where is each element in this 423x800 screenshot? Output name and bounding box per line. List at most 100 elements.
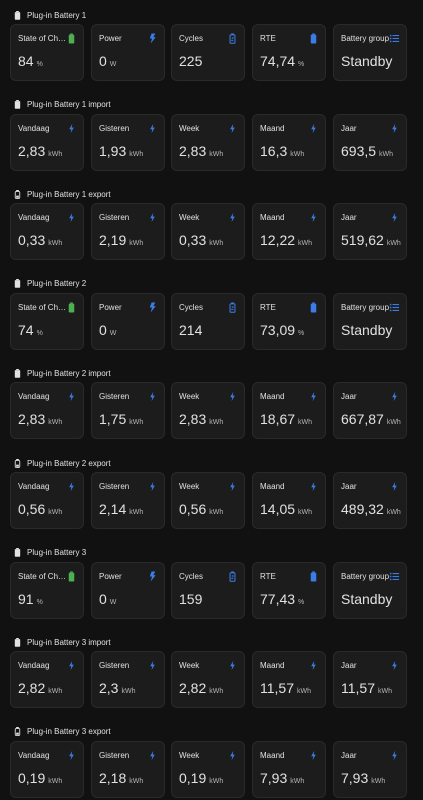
card-value: 12,22 [260, 232, 296, 249]
sensor-card[interactable]: Maand 14,05 kWh [252, 472, 326, 529]
card-unit: % [36, 329, 43, 337]
sensor-card[interactable]: State of Charge 91% [10, 561, 84, 619]
sensor-card[interactable]: Vandaag 2,83 kWh [10, 382, 84, 440]
card-value: 74 [18, 321, 34, 338]
section-header: Plug-in Battery 3 import [14, 635, 111, 649]
lightning-icon [147, 123, 158, 134]
lightning-icon [147, 660, 158, 671]
section: Plug-in Battery 2 import Vandaag 2,83 kWh Gi… [0, 366, 423, 440]
sensor-card[interactable]: Jaar 11,57 kWh [333, 651, 407, 709]
list-icon [389, 33, 400, 44]
card-value-line: 74% [18, 322, 43, 338]
card-label: Jaar [341, 661, 357, 671]
card-value-line: 14,05 kWh [260, 501, 312, 517]
sensor-card[interactable]: Jaar 519,62 kWh [333, 203, 407, 261]
card-value: 214 [179, 321, 203, 338]
sensor-card[interactable]: Gisteren 1,75 kWh [91, 382, 165, 440]
lightning-icon [308, 123, 319, 134]
sensor-card[interactable]: Power 0 W [91, 561, 165, 619]
sensor-card[interactable]: Week 2,82 kWh [171, 651, 245, 709]
card-label: Gisteren [99, 392, 130, 402]
card-value: 2,83 [18, 411, 46, 428]
battery-sync-icon [227, 571, 238, 582]
sensor-card[interactable]: Gisteren 2,19 kWh [91, 203, 165, 261]
card-unit: kWh [48, 150, 63, 158]
card-value: 2,82 [179, 680, 207, 697]
card-label: RTE [260, 302, 276, 312]
sensor-card[interactable]: Week 0,33 kWh [171, 203, 245, 261]
card-unit: kWh [298, 240, 313, 248]
lightning-icon [66, 481, 77, 492]
sensor-card[interactable]: RTE 77,43% [252, 561, 326, 619]
card-value: 0 [99, 53, 107, 69]
sensor-card[interactable]: Jaar 489,32 kWh [333, 472, 407, 529]
section-header: Plug-in Battery 1 [14, 8, 86, 22]
lightning-icon [389, 481, 400, 492]
sensor-card[interactable]: Power 0 W [91, 24, 165, 81]
sensor-card[interactable]: State of Charge 84% [10, 24, 84, 81]
card-unit: kWh [129, 150, 144, 158]
card-value-line: 214 [179, 322, 202, 338]
section: Plug-in Battery 3 export Vandaag 0,19 kWh Gi… [0, 725, 423, 799]
sensor-card[interactable]: State of Charge 74% [10, 292, 84, 350]
section-header: Plug-in Battery 2 [14, 277, 86, 291]
sensor-card[interactable]: RTE 74,74% [252, 24, 326, 81]
sensor-card[interactable]: Battery group Standby [333, 292, 407, 350]
sensor-card[interactable]: Gisteren 2,14 kWh [91, 472, 165, 529]
sensor-card[interactable]: Maand 16,3 kWh [252, 113, 326, 171]
section-title: Plug-in Battery 1 import [27, 100, 111, 110]
sensor-card[interactable]: Vandaag 0,56 kWh [10, 472, 84, 529]
sensor-card[interactable]: Vandaag 2,83 kWh [10, 113, 84, 171]
card-unit: kWh [386, 509, 401, 516]
sensor-card[interactable]: Vandaag 2,82 kWh [10, 651, 84, 709]
sensor-card[interactable]: Jaar 693,5 kWh [333, 113, 407, 171]
card-unit: kWh [290, 150, 305, 158]
sensor-card[interactable]: Power 0 W [91, 292, 165, 350]
sensor-card[interactable]: Battery group Standby [333, 24, 407, 81]
sensor-card[interactable]: Maand 12,22 kWh [252, 203, 326, 261]
lightning-icon [227, 481, 238, 492]
battery-green-icon [66, 33, 77, 44]
card-value: 667,87 [341, 411, 384, 428]
sensor-card[interactable]: Gisteren 1,93 kWh [91, 113, 165, 171]
sensor-card[interactable]: Maand 18,67 kWh [252, 382, 326, 440]
battery-green-icon [66, 302, 77, 313]
card-value: 11,57 [341, 680, 375, 697]
sensor-card[interactable]: Cycles 159 [171, 561, 245, 619]
sensor-card[interactable]: Cycles 225 [171, 24, 245, 81]
section-header: Plug-in Battery 2 export [14, 456, 111, 470]
sensor-card[interactable]: Maand 11,57 kWh [252, 651, 326, 709]
card-label: Maand [260, 392, 285, 402]
sensor-card[interactable]: Jaar 7,93 kWh [333, 740, 407, 798]
sensor-card[interactable]: Battery group Standby [333, 561, 407, 619]
card-unit: kWh [386, 240, 401, 248]
card-value-line: 159 [179, 591, 202, 607]
card-unit: kWh [371, 777, 386, 785]
sensor-card[interactable]: Vandaag 0,33 kWh [10, 203, 84, 261]
section: Plug-in Battery 3 State of Charge 91% Power… [0, 546, 423, 620]
sensor-card[interactable]: Week 0,19 kWh [171, 740, 245, 798]
card-value: Standby [341, 590, 393, 607]
card-row: Vandaag 2,83 kWh Gisteren 1,75 kWh Week 2,83 kWh… [10, 382, 411, 440]
card-row: Vandaag 0,19 kWh Gisteren 2,18 kWh Week 0,19 kWh… [10, 740, 411, 798]
sensor-card[interactable]: Cycles 214 [171, 292, 245, 350]
sensor-card[interactable]: Maand 7,93 kWh [252, 740, 326, 798]
card-label: RTE [260, 34, 276, 43]
card-value-line: 73,09% [260, 322, 304, 338]
sensor-card[interactable]: Week 2,83 kWh [171, 113, 245, 171]
card-label: Week [179, 213, 200, 223]
sensor-card[interactable]: Week 0,56 kWh [171, 472, 245, 529]
card-unit: kWh [378, 688, 392, 696]
card-label: Vandaag [18, 123, 50, 133]
sensor-card[interactable]: Vandaag 0,19 kWh [10, 740, 84, 798]
card-value: 2,82 [18, 680, 46, 697]
card-unit: W [109, 329, 117, 337]
card-unit: kWh [297, 688, 311, 696]
sensor-card[interactable]: Week 2,83 kWh [171, 382, 245, 440]
sensor-card[interactable]: Gisteren 2,18 kWh [91, 740, 165, 798]
card-value-line: 489,32 kWh [341, 501, 401, 517]
sensor-card[interactable]: Jaar 667,87 kWh [333, 382, 407, 440]
sensor-card[interactable]: Gisteren 2,3 kWh [91, 651, 165, 709]
card-value-line: 0,56 kWh [18, 501, 62, 517]
sensor-card[interactable]: RTE 73,09% [252, 292, 326, 350]
